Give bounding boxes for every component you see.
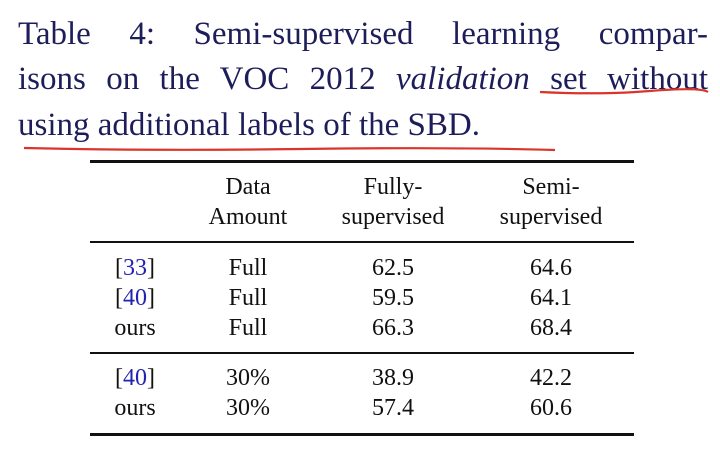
caption-line: using additional labels of the SBD. [18,107,480,143]
row-label: [40] [115,363,155,393]
header-cell: Fully-supervised [342,172,445,232]
header-line: Fully- [363,174,423,200]
header-cell: Data Amount [209,172,288,232]
caption-text: set without [529,61,708,97]
table-cell: 59.5 [372,285,414,311]
caption-line: isons on the VOC 2012 validation set wit… [18,59,708,99]
table-cell: 66.3 [372,315,414,341]
red-underline [539,88,709,95]
label-text: [ [115,285,123,311]
table-cell: Full [228,285,268,311]
table-cell: 42.2 [530,365,572,391]
caption-line: Table 4: Semi-supervised learning compar… [18,16,708,52]
table-cell: Full [228,315,268,341]
citation: 33 [123,255,147,281]
label-text: ] [147,285,155,311]
table-cell: 57.4 [372,395,414,421]
caption-italic: validation [395,61,530,97]
table-cell: 38.9 [372,365,414,391]
label-text: ours [114,315,156,341]
table-cell: 62.5 [372,255,414,281]
row-label: ours [114,313,155,343]
table-cell: Full [228,255,268,281]
mid-rule [90,352,634,354]
header-line: Amount [208,204,288,230]
table-cell: 64.1 [530,285,572,311]
citation: 40 [123,285,147,311]
caption-text: isons on the VOC 2012 [18,61,396,97]
header-line: Data [225,174,271,200]
row-label: [33] [115,253,155,283]
table-cell: 60.6 [530,395,572,421]
red-underline [23,146,556,152]
header-cell: Semi-supervised [500,172,603,232]
table-cell: 64.6 [530,255,572,281]
header-line: supervised [341,204,445,230]
row-label: [40] [115,283,155,313]
mid-rule [90,241,634,243]
label-text: ours [114,395,156,421]
top-rule [90,160,634,163]
label-text: [ [115,255,123,281]
header-line: supervised [499,204,603,230]
table-cell: 30% [226,395,270,421]
label-text: [ [115,365,123,391]
table-cell: 68.4 [530,315,572,341]
header-line: Semi- [522,174,580,200]
bottom-rule [90,433,634,436]
row-label: ours [114,393,155,423]
table-cell: 30% [226,365,270,391]
label-text: ] [147,365,155,391]
label-text: ] [147,255,155,281]
citation: 40 [123,365,147,391]
